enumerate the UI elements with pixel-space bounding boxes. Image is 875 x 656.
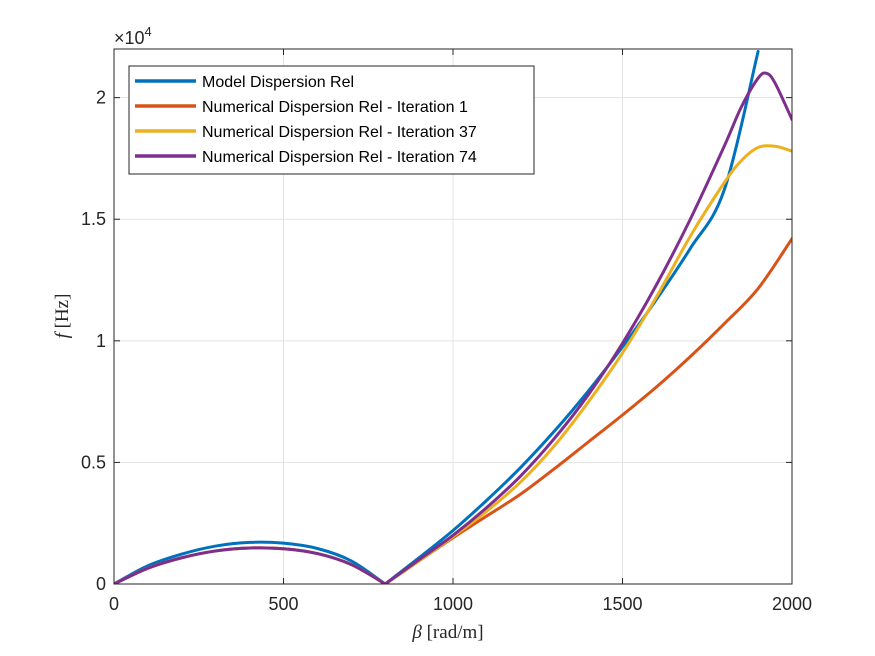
x-tick-label: 0 [109, 594, 119, 614]
series-layer [114, 49, 792, 584]
x-axis-label: β [rad/m] [411, 622, 483, 643]
y-axis-label: f [Hz] [52, 294, 73, 339]
x-tick-label: 1500 [602, 594, 642, 614]
y-tick-label: 2 [96, 88, 106, 108]
y-multiplier-label: ×104 [114, 24, 152, 48]
legend: Model Dispersion Rel Numerical Dispersion… [128, 65, 535, 175]
y-tick-label: 0.5 [81, 452, 106, 472]
y-axis-unit: [Hz] [52, 294, 73, 329]
legend-label-4: Numerical Dispersion Rel - Iteration 74 [202, 149, 477, 166]
y-tick-label: 0 [96, 574, 106, 594]
y-tick-label: 1 [96, 331, 106, 351]
y-tick-label: 1.5 [81, 209, 106, 229]
ticks: 0 500 1000 1500 2000 0 0.5 1 1.5 2 [81, 49, 812, 614]
legend-label-3: Numerical Dispersion Rel - Iteration 37 [202, 124, 477, 141]
x-tick-label: 2000 [772, 594, 812, 614]
x-axis-unit: [rad/m] [427, 622, 484, 643]
series-line-1 [114, 49, 760, 584]
series-line-4 [114, 71, 792, 584]
x-axis-symbol: β [411, 622, 422, 643]
legend-label-1: Model Dispersion Rel [202, 74, 354, 91]
y-axis-symbol: f [52, 330, 73, 338]
legend-label-2: Numerical Dispersion Rel - Iteration 1 [202, 99, 468, 116]
legend-box [128, 65, 535, 175]
x-tick-label: 1000 [433, 594, 473, 614]
x-tick-label: 500 [268, 594, 298, 614]
